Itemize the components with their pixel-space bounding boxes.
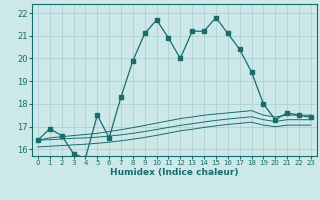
X-axis label: Humidex (Indice chaleur): Humidex (Indice chaleur) [110,168,239,177]
